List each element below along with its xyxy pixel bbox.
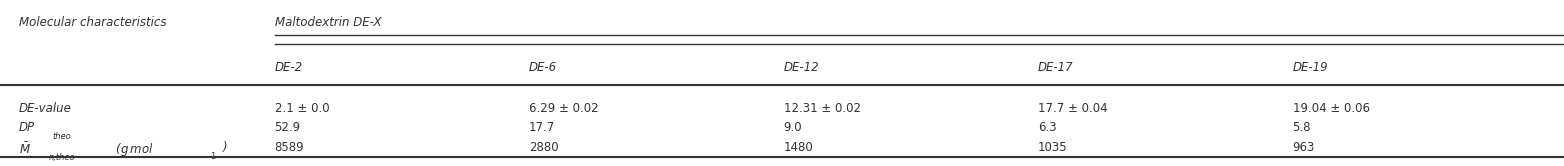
Text: 12.31 ± 0.02: 12.31 ± 0.02 [784,102,860,115]
Text: $\bar{M}$: $\bar{M}$ [19,141,30,157]
Text: DP: DP [19,121,34,134]
Text: 9.0: 9.0 [784,121,802,134]
Text: theo: theo [53,132,72,141]
Text: DE-value: DE-value [19,102,72,115]
Text: 6.29 ± 0.02: 6.29 ± 0.02 [529,102,599,115]
Text: (g$\,$mol: (g$\,$mol [113,141,153,159]
Text: DE-6: DE-6 [529,61,557,74]
Text: 17.7: 17.7 [529,121,555,134]
Text: Molecular characteristics: Molecular characteristics [19,16,166,29]
Text: n,theo: n,theo [48,153,75,162]
Text: DE-2: DE-2 [275,61,303,74]
Text: 2880: 2880 [529,141,558,154]
Text: 1480: 1480 [784,141,813,154]
Text: 19.04 ± 0.06: 19.04 ± 0.06 [1292,102,1370,115]
Text: DE-19: DE-19 [1292,61,1328,74]
Text: ): ) [224,141,228,154]
Text: 2.1 ± 0.0: 2.1 ± 0.0 [275,102,330,115]
Text: Maltodextrin DE-X: Maltodextrin DE-X [275,16,382,29]
Text: DE-17: DE-17 [1038,61,1073,74]
Text: DE-12: DE-12 [784,61,820,74]
Text: 5.8: 5.8 [1292,121,1311,134]
Text: 963: 963 [1292,141,1315,154]
Text: 52.9: 52.9 [275,121,300,134]
Text: $-1$: $-1$ [203,150,216,161]
Text: 1035: 1035 [1038,141,1068,154]
Text: 6.3: 6.3 [1038,121,1057,134]
Text: 17.7 ± 0.04: 17.7 ± 0.04 [1038,102,1107,115]
Text: 8589: 8589 [275,141,305,154]
